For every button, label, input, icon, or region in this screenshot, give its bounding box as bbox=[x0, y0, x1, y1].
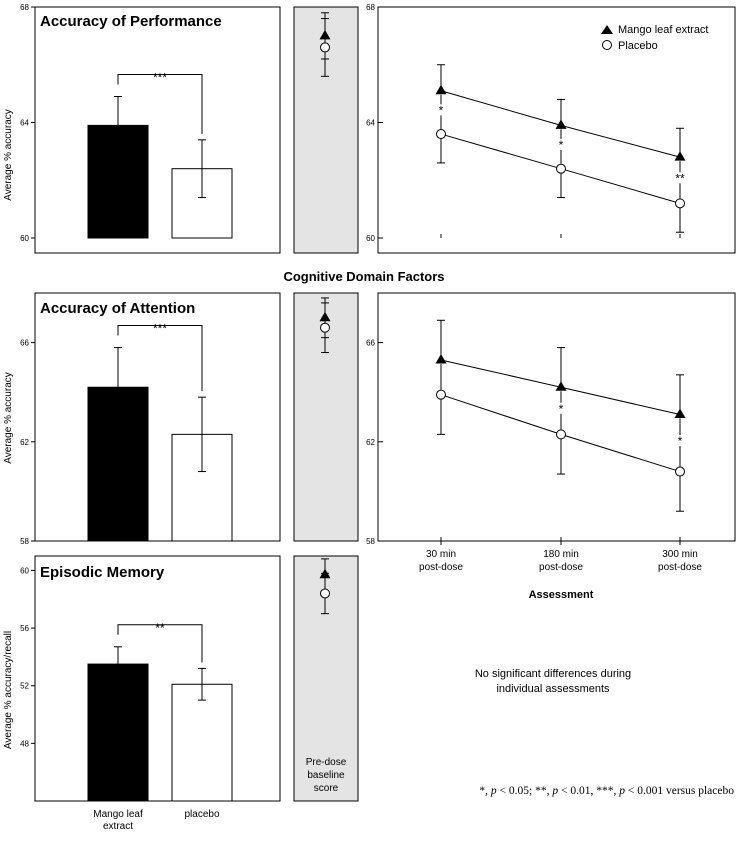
performance-title: Accuracy of Performance bbox=[40, 13, 222, 30]
memory-significance-bracket bbox=[117, 624, 203, 663]
attention-line-placebo-point-0 bbox=[436, 389, 446, 400]
memory-significance-label: ** bbox=[155, 621, 165, 635]
performance-line-placebo-point-0 bbox=[436, 129, 446, 140]
legend-placebo-label: Placebo bbox=[618, 40, 658, 52]
p-value-footnote: *, p < 0.05; **, p < 0.01, ***, p < 0.00… bbox=[479, 785, 734, 797]
attention-baseline-panel bbox=[293, 292, 359, 542]
performance-line-ytick-label-60: 60 bbox=[366, 234, 375, 243]
xtick-180-line1: 180 min bbox=[543, 549, 579, 560]
legend-mango-marker bbox=[601, 25, 613, 34]
performance-significance-label: *** bbox=[153, 71, 167, 85]
memory-bar-panel bbox=[34, 555, 281, 802]
attention-baseline-placebo-marker bbox=[320, 322, 330, 333]
attention-line-ytick-label-66: 66 bbox=[366, 339, 375, 348]
performance-line-significance-2: ** bbox=[675, 171, 685, 185]
attention-baseline-mango-marker bbox=[319, 311, 331, 322]
no-sig-note-2: individual assessments bbox=[496, 683, 610, 695]
memory-ytick-label-56: 56 bbox=[20, 624, 29, 633]
attention-line-mango-point-2 bbox=[674, 408, 686, 419]
performance-significance-bracket bbox=[117, 74, 203, 134]
attention-line-significance-1: * bbox=[559, 402, 564, 416]
performance-ytick-label-60: 60 bbox=[20, 234, 29, 243]
performance-line-significance-0: * bbox=[439, 103, 444, 117]
memory-bar-mango bbox=[87, 663, 149, 802]
legend-placebo-marker bbox=[602, 40, 612, 50]
xtick-30-line2: post-dose bbox=[419, 562, 463, 573]
baseline-label-3: score bbox=[314, 783, 339, 794]
attention-line-significance-2: * bbox=[678, 434, 683, 448]
performance-line-panel bbox=[377, 6, 736, 254]
line-xlabel: Assessment bbox=[529, 589, 594, 601]
attention-significance-bracket bbox=[117, 325, 203, 392]
performance-line-placebo-point-1 bbox=[556, 163, 566, 174]
memory-baseline-placebo-marker bbox=[320, 588, 330, 599]
no-sig-note-1: No significant differences during bbox=[475, 668, 631, 680]
chart-marks: 606468***586266***48525660**606468****58… bbox=[20, 3, 686, 802]
performance-line-significance-1: * bbox=[559, 138, 564, 152]
memory-ytick-label-48: 48 bbox=[20, 739, 29, 748]
performance-ylabel: Average % accuracy bbox=[3, 109, 14, 201]
bar-xlabel-mango-line2: extract bbox=[103, 821, 133, 832]
attention-ylabel: Average % accuracy bbox=[3, 372, 14, 464]
attention-line-mango-point-1 bbox=[555, 381, 567, 391]
attention-line-ytick-label-62: 62 bbox=[366, 438, 375, 447]
attention-ytick-label-66: 66 bbox=[20, 339, 29, 348]
xtick-180-line2: post-dose bbox=[539, 562, 583, 573]
performance-line-ytick-label-64: 64 bbox=[366, 119, 375, 128]
performance-line-mango-point-1 bbox=[555, 119, 567, 129]
memory-title: Episodic Memory bbox=[40, 564, 165, 581]
performance-ytick-label-68: 68 bbox=[20, 3, 29, 12]
legend-mango-label: Mango leaf extract bbox=[618, 24, 709, 36]
attention-bar-panel bbox=[34, 292, 281, 542]
performance-bar-panel bbox=[34, 6, 281, 254]
memory-ytick-label-52: 52 bbox=[20, 682, 29, 691]
attention-line-mango-point-0 bbox=[435, 353, 447, 364]
memory-ylabel: Average % accuracy/recall bbox=[3, 631, 14, 749]
attention-significance-label: *** bbox=[153, 322, 167, 336]
xtick-300-line2: post-dose bbox=[658, 562, 702, 573]
performance-line-ytick-label-68: 68 bbox=[366, 3, 375, 12]
attention-line-placebo-point-1 bbox=[556, 429, 566, 440]
domain-heading: Cognitive Domain Factors bbox=[283, 269, 444, 284]
bar-xlabel-placebo: placebo bbox=[184, 809, 219, 820]
xtick-30-line1: 30 min bbox=[426, 549, 456, 560]
bar-xlabel-mango-line1: Mango leaf bbox=[93, 809, 143, 820]
attention-line-placebo-point-2 bbox=[675, 466, 685, 477]
baseline-label-1: Pre-dose bbox=[306, 757, 347, 768]
performance-baseline-placebo-marker bbox=[320, 42, 330, 53]
performance-line-placebo-point-2 bbox=[675, 198, 685, 209]
memory-ytick-label-60: 60 bbox=[20, 566, 29, 575]
attention-ytick-label-62: 62 bbox=[20, 438, 29, 447]
performance-ytick-label-64: 64 bbox=[20, 119, 29, 128]
attention-title: Accuracy of Attention bbox=[40, 300, 195, 317]
attention-ytick-label-58: 58 bbox=[20, 537, 29, 546]
performance-line-mango-point-2 bbox=[674, 151, 686, 161]
performance-baseline-mango-marker bbox=[319, 29, 331, 40]
memory-bar-placebo bbox=[171, 683, 233, 802]
xtick-300-line1: 300 min bbox=[662, 549, 698, 560]
baseline-label-2: baseline bbox=[307, 770, 345, 781]
memory-baseline-mango-marker bbox=[319, 568, 331, 579]
performance-line-mango-point-0 bbox=[435, 84, 447, 95]
attention-line-ytick-label-58: 58 bbox=[366, 537, 375, 546]
